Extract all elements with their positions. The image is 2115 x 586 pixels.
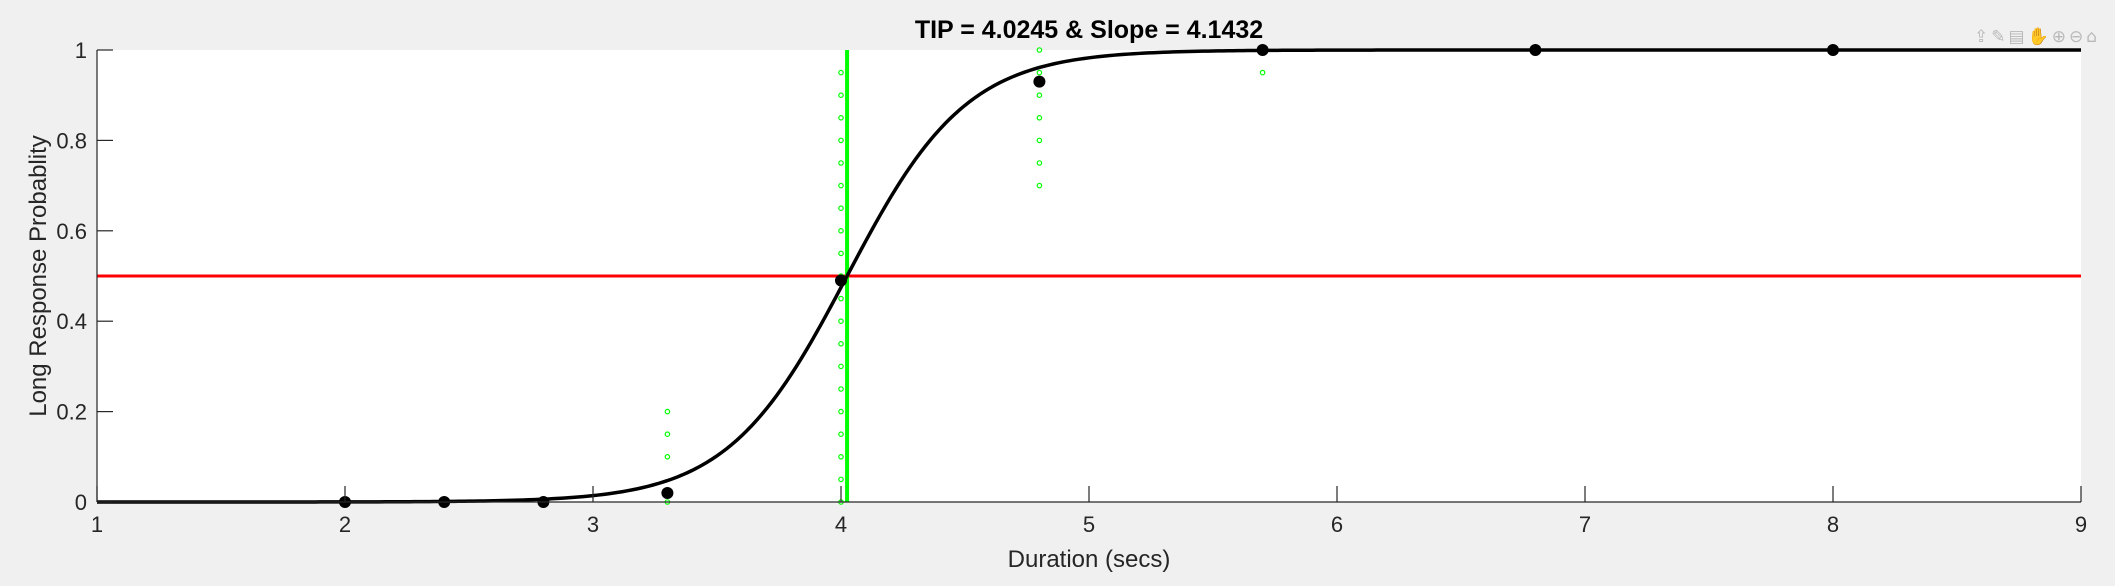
y-tick-label: 0.6 [56,219,87,244]
individual-response-point [838,182,844,189]
individual-response-point [1036,137,1043,144]
individual-response-point [838,250,844,257]
brush-icon[interactable]: ✎ [1991,27,2006,47]
x-tick-label: 6 [1331,512,1343,537]
data-point [1827,44,1839,56]
individual-response-point [838,386,844,392]
data-point [661,486,674,499]
x-tick-label: 9 [2075,512,2087,537]
x-tick-label: 2 [339,512,351,537]
individual-response-point [664,453,671,460]
individual-response-point [1036,160,1043,166]
individual-response-point [1259,69,1266,76]
individual-response-point [838,69,844,76]
individual-response-point [838,92,844,99]
axes-toolbar: ⇪ ✎ ▤ ✋ ⊕ ⊖ ⌂ [1974,28,2097,46]
pan-icon[interactable]: ✋ [2027,27,2049,47]
individual-response-point [1036,69,1043,76]
chart-title: TIP = 4.0245 & Slope = 4.1432 [915,16,1263,44]
x-tick-label: 7 [1579,512,1591,537]
x-tick-label: 3 [587,512,599,537]
x-tick-label: 8 [1827,512,1839,537]
x-axis-label: Duration (secs) [1008,546,1171,573]
individual-response-point [838,228,844,234]
individual-response-point [838,340,844,347]
datatip-icon[interactable]: ▤ [2008,27,2025,47]
y-tick-label: 1 [75,38,87,63]
export-icon[interactable]: ⇪ [1973,27,1989,47]
y-tick-label: 0.2 [56,400,87,425]
individual-response-point [838,205,844,212]
x-tick-label: 4 [835,512,847,537]
individual-response-point [664,431,671,438]
individual-response-point [1036,182,1043,189]
individual-response-point [1036,92,1043,99]
individual-response-point [838,295,844,302]
individual-response-point [838,363,844,370]
x-tick-label: 5 [1083,512,1095,537]
zoom-out-icon[interactable]: ⊖ [2068,27,2084,47]
data-point [1256,44,1269,56]
individual-response-point [838,115,844,121]
y-tick-label: 0.8 [56,128,87,153]
individual-response-point [1036,115,1043,121]
y-tick-label: 0 [75,490,87,515]
data-point [835,274,847,287]
y-tick-label: 0.4 [56,309,87,334]
zoom-in-icon[interactable]: ⊕ [2051,27,2066,47]
individual-response-point [838,160,844,166]
data-point [1033,75,1046,88]
individual-response-point [838,431,844,438]
individual-response-point [838,318,844,325]
individual-response-point [1036,47,1043,53]
y-axis-label: Long Response Probablity [25,135,52,417]
data-point [1529,44,1542,56]
individual-response-point [838,453,844,460]
individual-response-point [838,408,844,415]
x-tick-label: 1 [91,512,103,537]
individual-response-point [838,137,844,144]
individual-response-point [838,476,844,483]
home-icon[interactable]: ⌂ [2086,27,2097,47]
individual-response-point [664,408,671,415]
